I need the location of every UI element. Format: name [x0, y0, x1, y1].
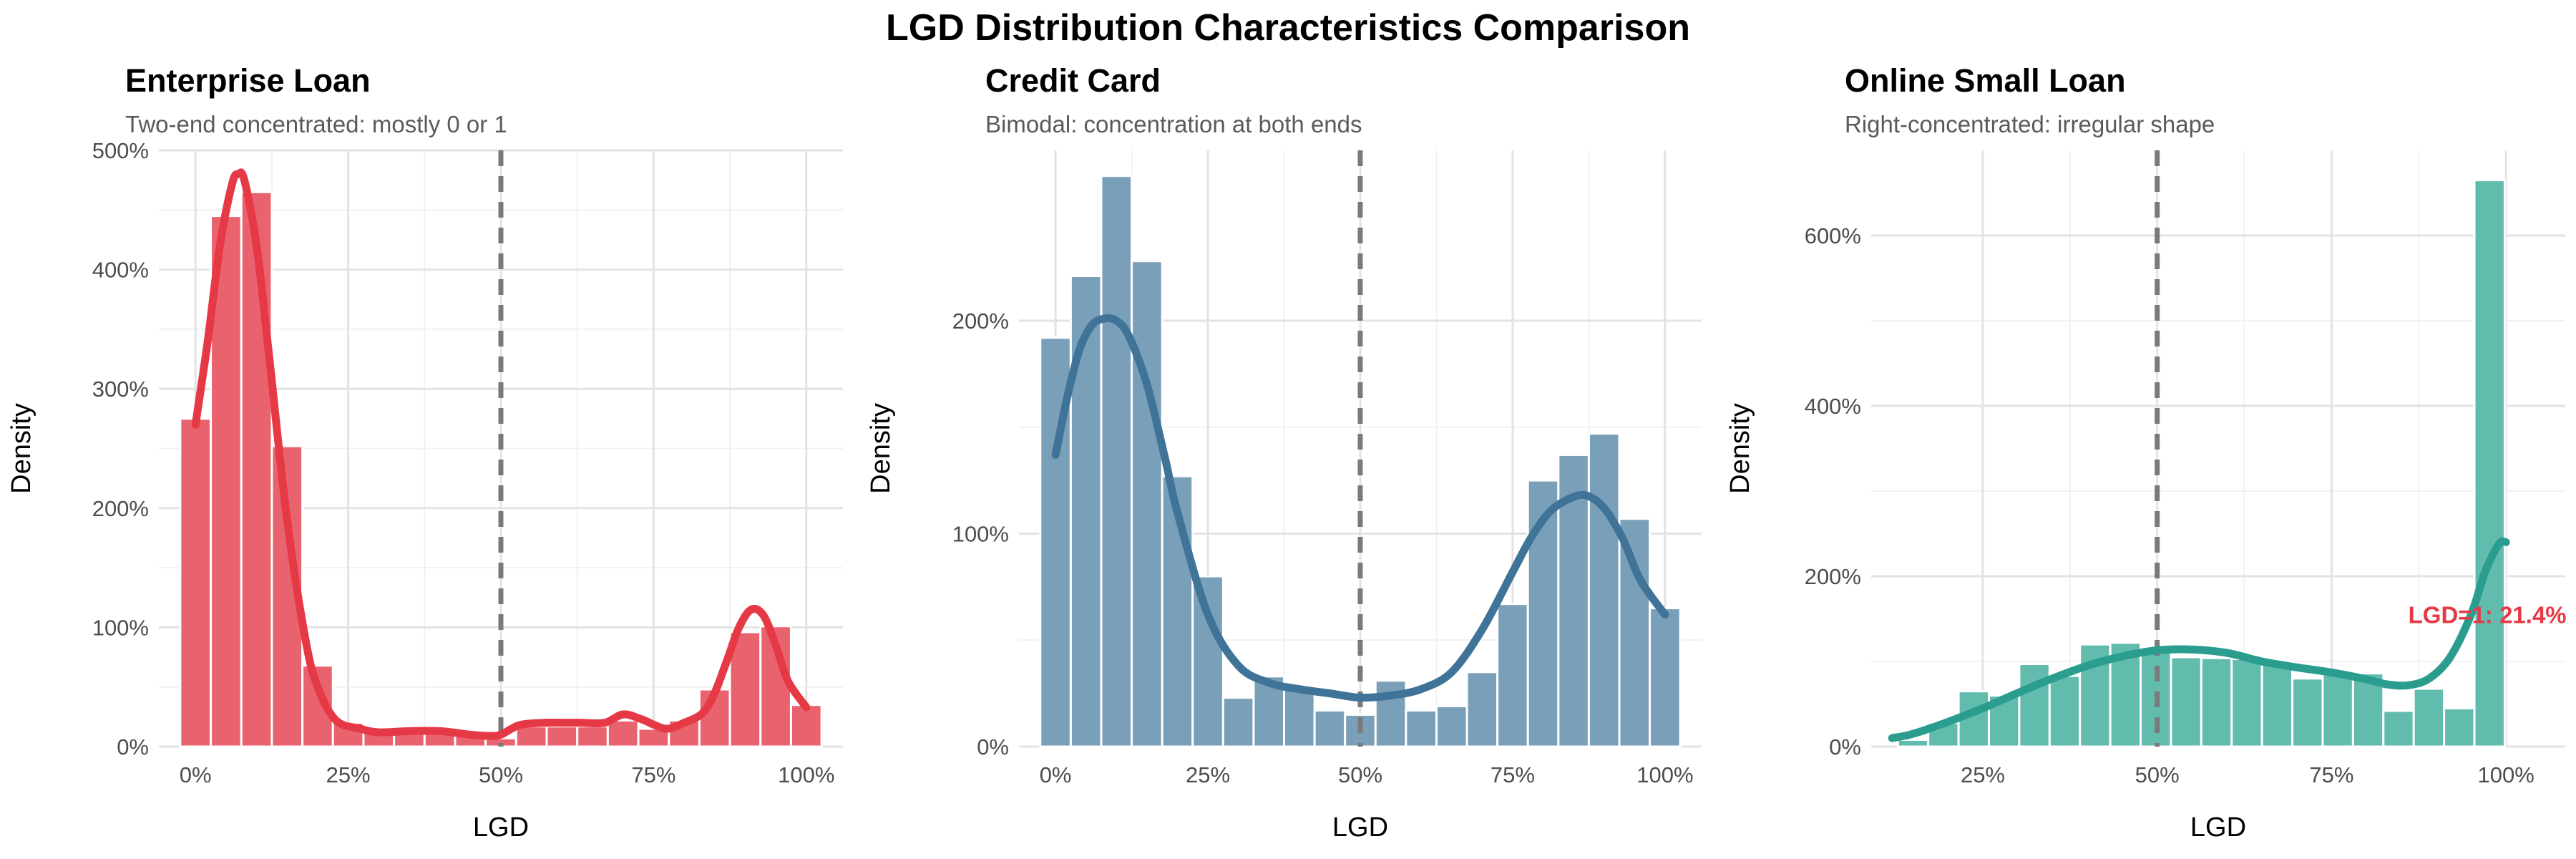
x-tick-label: 25%	[1186, 762, 1230, 787]
histogram-bar	[2048, 674, 2082, 748]
y-tick-label: 200%	[952, 309, 1009, 334]
annotation-label: LGD=1: 21.4%	[2409, 601, 2567, 628]
x-tick-label: 0%	[180, 762, 212, 787]
y-tick-label: 500%	[92, 138, 149, 163]
y-axis-label: Density	[1725, 403, 1755, 494]
y-axis-label: Density	[6, 403, 36, 494]
chart-panel-1: Enterprise Loan Two-end concentrated: mos…	[6, 62, 843, 843]
panel-title: Online Small Loan	[1845, 62, 2126, 99]
panel-subtitle: Right-concentrated: irregular shape	[1845, 111, 2215, 137]
y-tick-label: 100%	[92, 615, 149, 640]
histogram-bar	[1618, 518, 1652, 748]
chart-panels: Enterprise Loan Two-end concentrated: mos…	[6, 62, 2567, 843]
histogram-bar	[1252, 675, 1286, 748]
x-axis-label: LGD	[2190, 812, 2246, 843]
x-tick-label: 100%	[1636, 762, 1693, 787]
x-tick-label: 100%	[778, 762, 834, 787]
histogram-bar	[2382, 709, 2415, 748]
histogram-bar	[1435, 704, 1468, 748]
x-tick-label: 100%	[2477, 762, 2534, 787]
histogram-bar	[1896, 738, 1930, 748]
histogram-bar	[2230, 657, 2263, 748]
panel-subtitle: Two-end concentrated: mostly 0 or 1	[125, 111, 507, 137]
histogram-bar	[1587, 432, 1621, 748]
y-tick-label: 100%	[952, 522, 1009, 547]
histogram-bar	[1191, 575, 1224, 748]
histogram-bar	[1100, 175, 1133, 748]
histogram-bar	[1069, 275, 1103, 748]
x-tick-label: 75%	[1491, 762, 1535, 787]
histogram-bar	[576, 725, 609, 748]
histogram-bar	[2412, 687, 2446, 748]
histogram-bar	[606, 719, 640, 748]
panel-title: Credit Card	[985, 62, 1161, 99]
density-curve	[191, 168, 811, 740]
y-tick-label: 0%	[117, 734, 149, 759]
histogram-bar	[1649, 607, 1682, 748]
x-tick-label: 75%	[2309, 762, 2353, 787]
chart-panel-3: Online Small Loan Right-concentrated: irr…	[1725, 62, 2567, 843]
y-tick-label: 400%	[1805, 394, 1861, 419]
histogram-bar	[2473, 179, 2506, 748]
y-tick-label: 0%	[1829, 734, 1861, 759]
histogram-bar	[1496, 603, 1529, 748]
histogram-bar	[1313, 709, 1347, 748]
histogram-bar	[1131, 260, 1163, 748]
figure-title: LGD Distribution Characteristics Compari…	[886, 7, 1690, 49]
histogram-bar	[545, 725, 579, 748]
histogram-bar	[789, 704, 823, 748]
histogram-bar	[2200, 656, 2233, 748]
histogram-bar	[2291, 677, 2324, 748]
histogram-bar	[2018, 663, 2051, 748]
histogram-bar	[1405, 709, 1438, 748]
histogram-bar	[1283, 688, 1316, 748]
x-axis-label: LGD	[473, 812, 529, 843]
density-curve	[1888, 537, 2510, 742]
x-axis-label: LGD	[1332, 812, 1388, 843]
y-tick-label: 400%	[92, 258, 149, 283]
y-tick-label: 600%	[1805, 223, 1861, 248]
x-tick-label: 75%	[631, 762, 675, 787]
histogram-bar	[514, 725, 548, 748]
x-tick-label: 25%	[1961, 762, 2005, 787]
x-tick-label: 25%	[326, 762, 371, 787]
y-tick-label: 200%	[92, 496, 149, 521]
histogram-bar	[179, 417, 213, 748]
y-tick-label: 0%	[977, 734, 1009, 759]
x-tick-label: 50%	[2135, 762, 2180, 787]
x-tick-label: 50%	[479, 762, 523, 787]
y-axis-label: Density	[866, 403, 896, 494]
panel-title: Enterprise Loan	[125, 62, 371, 99]
density-curve	[1051, 314, 1669, 702]
histogram-bar	[728, 631, 762, 748]
histogram-bar	[2170, 656, 2202, 748]
chart-panel-2: Credit Card Bimodal: concentration at bot…	[866, 62, 1702, 843]
y-tick-label: 300%	[92, 377, 149, 402]
histogram-bar	[1221, 697, 1255, 748]
histogram-bar	[2443, 707, 2476, 748]
panel-subtitle: Bimodal: concentration at both ends	[985, 111, 1362, 137]
y-tick-label: 200%	[1805, 564, 1861, 589]
x-tick-label: 0%	[1040, 762, 1072, 787]
histogram-bar	[2321, 670, 2354, 748]
histogram-bar	[2260, 661, 2294, 748]
histogram-bar	[240, 190, 273, 748]
histogram-bar	[1465, 671, 1499, 748]
x-tick-label: 50%	[1338, 762, 1382, 787]
